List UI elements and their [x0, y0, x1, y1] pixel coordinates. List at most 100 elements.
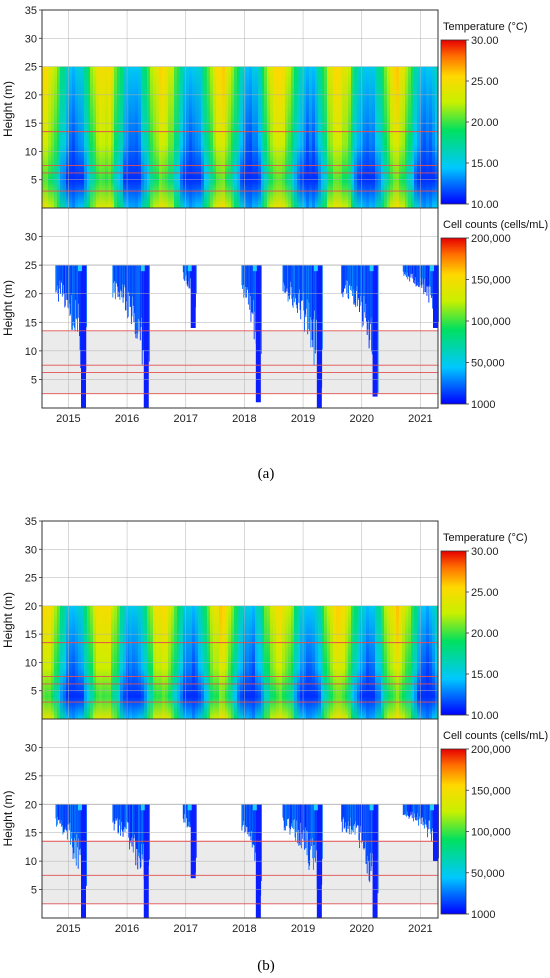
bloom-streak [249, 804, 251, 832]
bloom-streak [362, 265, 364, 322]
bloom-streak [292, 804, 294, 821]
bloom-streak [295, 265, 297, 305]
temperature-cell [150, 66, 154, 208]
bloom-streak [62, 804, 64, 835]
bloom-streak [296, 804, 298, 821]
bloom-streak [77, 804, 78, 848]
bloom-streak [348, 804, 350, 835]
bloom-streak [312, 804, 314, 859]
bloom-streak [74, 265, 76, 332]
bloom-streak [307, 804, 309, 864]
colorbar-temperature: Temperature (°C) 10.00 15.00 20.00 25.00 30.0… [440, 532, 527, 722]
temperature-cell [231, 66, 235, 208]
bloom-streak [293, 804, 295, 830]
bloom-streak [121, 804, 123, 822]
bloom-streak [352, 804, 354, 833]
bloom-streak [141, 804, 143, 855]
bloom-streak [307, 265, 309, 330]
bloom-2017 [182, 265, 197, 329]
temperature-cell [408, 66, 412, 208]
y-tick-label: 30 [25, 33, 37, 45]
bloom-streak [72, 804, 74, 859]
bloom-column [143, 265, 149, 409]
bloom-streak [351, 265, 353, 292]
bloom-streak [57, 804, 59, 818]
bloom-streak [187, 265, 189, 282]
temperature-cell [207, 66, 211, 208]
bloom-streak [253, 265, 255, 340]
bloom-streak [56, 265, 58, 286]
temperature-cell [255, 66, 259, 208]
bloom-streak [405, 265, 407, 276]
temperature-cell [291, 66, 295, 208]
temperature-cell [429, 66, 433, 208]
temperature-cell [237, 66, 241, 208]
x-tick-label: 2018 [232, 413, 256, 425]
y-tick-label: 25 [25, 573, 37, 585]
temperature-cell [168, 66, 172, 208]
bloom-streak [430, 265, 432, 296]
bloom-streak [68, 265, 70, 304]
y-tick-label: 30 [25, 742, 37, 754]
bloom-streak [284, 804, 286, 828]
temperature-cell [198, 66, 202, 208]
bloom-streak [414, 804, 416, 821]
temperature-cell [411, 66, 415, 208]
bloom-streak [407, 804, 409, 816]
bloom-streak [368, 804, 369, 862]
bloom-streak [62, 265, 64, 295]
bloom-streak [362, 804, 364, 842]
bloom-streak [132, 265, 134, 297]
bloom-streak [300, 265, 302, 320]
bloom-streak [122, 804, 124, 837]
bloom-streak [70, 804, 72, 845]
bloom-streak [368, 804, 370, 881]
bloom-streak [285, 265, 286, 293]
y-tick-label: 25 [25, 260, 37, 272]
bloom-streak [297, 265, 299, 313]
bloom-2018 [241, 265, 262, 403]
bloom-streak [184, 265, 186, 277]
bloom-streak [425, 804, 427, 820]
bloom-streak [304, 265, 306, 315]
bloom-streak [117, 265, 119, 298]
bloom-streak [358, 265, 360, 300]
temperature-cell [276, 66, 280, 208]
bloom-streak [357, 804, 359, 826]
bloom-streak [353, 265, 355, 303]
temperature-cell [204, 66, 208, 208]
temperature-cell [243, 66, 247, 208]
temperature-cell [60, 66, 64, 208]
bloom-streak [369, 804, 371, 883]
bloom-streak [63, 804, 65, 833]
bloom-streak [249, 265, 251, 310]
y-tick-label: 15 [25, 317, 37, 329]
bloom-streak [73, 265, 75, 328]
bloom-streak [429, 265, 430, 286]
bloom-streak [245, 804, 247, 832]
y-tick-label: 25 [25, 771, 37, 783]
bloom-streak [128, 265, 130, 292]
bloom-streak [416, 265, 418, 286]
bloom-streak [290, 265, 292, 282]
bloom-streak [241, 804, 243, 831]
bloom-streak [77, 804, 79, 869]
bloom-streak [404, 804, 405, 815]
bloom-streak [244, 265, 246, 287]
temperature-cell [378, 66, 382, 208]
temperature-cell [405, 66, 409, 208]
bloom-streak [140, 804, 142, 867]
bloom-streak [75, 265, 77, 319]
bloom-streak [129, 804, 131, 844]
bloom-streak [423, 265, 425, 279]
bloom-streak [345, 265, 347, 281]
y-axis-title: Height (m) [1, 81, 15, 137]
bloom-streak [358, 804, 360, 841]
bloom-streak [292, 804, 293, 828]
temperature-cell [435, 66, 439, 208]
bloom-streak [77, 265, 78, 332]
bloom-streak [416, 804, 418, 821]
bloom-streak [79, 804, 80, 850]
bloom-streak [353, 804, 355, 825]
bloom-column [255, 265, 261, 403]
